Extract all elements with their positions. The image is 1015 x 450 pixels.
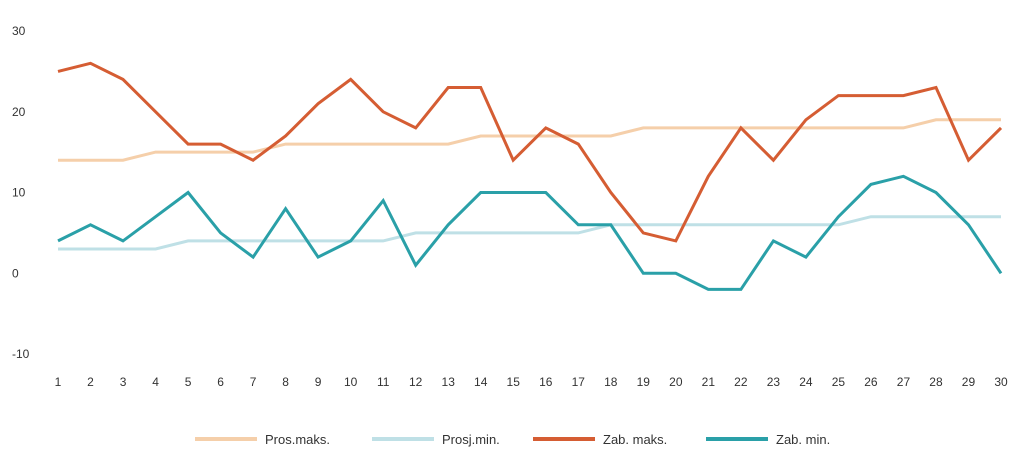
x-tick-label: 11 [377,375,390,389]
legend-label: Pros.maks. [265,432,330,447]
x-tick-label: 23 [767,375,781,389]
legend-label: Zab. min. [776,432,830,447]
series-lines [57,61,1003,291]
legend-item: Zab. min. [706,432,830,447]
legend: Pros.maks. Prosj.min. Zab. maks. Zab. min. [195,432,830,447]
x-tick-label: 3 [120,375,127,389]
legend-item: Zab. maks. [533,432,667,447]
x-tick-label: 7 [250,375,257,389]
x-tick-label: 22 [734,375,748,389]
y-tick-label: 0 [12,266,19,280]
x-tick-label: 25 [832,375,846,389]
x-tick-label: 10 [344,375,358,389]
y-tick-label: 10 [12,186,26,200]
legend-label: Zab. maks. [603,432,667,447]
x-tick-label: 12 [409,375,423,389]
x-tick-label: 14 [474,375,488,389]
x-tick-label: 26 [864,375,878,389]
x-tick-label: 29 [962,375,976,389]
x-tick-label: 21 [702,375,716,389]
x-tick-label: 18 [604,375,618,389]
x-tick-label: 24 [799,375,813,389]
x-tick-label: 17 [572,375,586,389]
x-tick-label: 13 [442,375,456,389]
x-tick-label: 8 [282,375,289,389]
x-tick-label: 19 [637,375,651,389]
y-tick-label: 30 [12,24,26,38]
x-tick-label: 30 [994,375,1008,389]
x-tick-label: 4 [152,375,159,389]
x-tick-label: 9 [315,375,322,389]
y-tick-label: 20 [12,105,26,119]
x-tick-label: 20 [669,375,683,389]
series-line-2 [58,215,1001,251]
legend-label: Prosj.min. [442,432,500,447]
series-line-3 [57,61,1003,243]
legend-item: Prosj.min. [372,432,500,447]
x-tick-label: 6 [217,375,224,389]
x-tick-label: 16 [539,375,553,389]
x-tick-label: 15 [507,375,521,389]
series-line-4 [57,174,1003,291]
legend-item: Pros.maks. [195,432,330,447]
x-tick-label: 1 [55,375,62,389]
x-tick-label: 2 [87,375,94,389]
x-axis-ticks: 1 2 3 4 5 6 7 8 9 10 11 12 13 14 15 16 17 18 19 20 21 22 23 24 2… [55,375,1008,389]
y-tick-label: -10 [12,347,30,361]
x-tick-label: 28 [929,375,943,389]
y-axis-ticks: -10 0 10 20 30 [12,24,30,361]
series-line-1 [58,118,1001,162]
x-tick-label: 27 [897,375,911,389]
x-tick-label: 5 [185,375,192,389]
